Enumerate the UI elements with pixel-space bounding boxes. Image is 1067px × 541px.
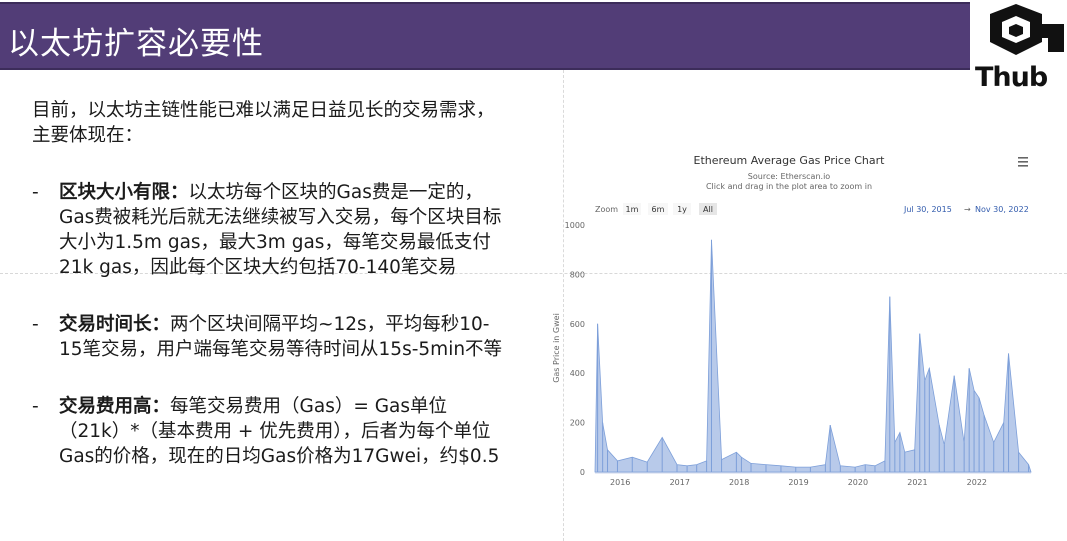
svg-text:1m: 1m bbox=[626, 205, 639, 214]
chart-source: Source: Etherscan.io bbox=[748, 172, 830, 181]
plot-area[interactable] bbox=[594, 239, 1032, 473]
x-tick-label: 2017 bbox=[670, 478, 690, 487]
zoom-button-6m[interactable]: 6m bbox=[648, 203, 668, 215]
chart-title: Ethereum Average Gas Price Chart bbox=[694, 154, 886, 167]
x-tick-label: 2019 bbox=[788, 478, 808, 487]
y-axis-title: Gas Price in Gwei bbox=[552, 313, 561, 383]
date-range-from[interactable]: Jul 30, 2015 bbox=[903, 205, 952, 214]
bullet-heading: 交易费用高： bbox=[59, 396, 171, 417]
hamburger-menu-icon bbox=[1018, 157, 1028, 159]
x-tick-label: 2020 bbox=[848, 478, 868, 487]
date-range-to[interactable]: Nov 30, 2022 bbox=[975, 205, 1029, 214]
x-tick-label: 2018 bbox=[729, 478, 749, 487]
svg-text:1y: 1y bbox=[677, 205, 687, 214]
zoom-buttons: 1m 6m 1y All bbox=[623, 203, 717, 215]
x-tick-label: 2016 bbox=[610, 478, 630, 487]
bullet-block-size: - 区块大小有限：以太坊每个区块的Gas费是一定的，Gas费被耗光后就无法继续被… bbox=[32, 180, 507, 280]
chart-hint: Click and drag in the plot area to zoom … bbox=[706, 182, 872, 191]
x-axis: 2016 2017 2018 2019 2020 2021 2022 bbox=[595, 472, 1031, 487]
svg-text:All: All bbox=[703, 205, 713, 214]
bullet-text: 两个区块间隔平均~12s，平均每秒10-15笔交易，用户端每笔交易等待时间从15… bbox=[59, 314, 503, 360]
bullet-dash: - bbox=[32, 314, 39, 335]
zoom-label: Zoom bbox=[595, 205, 618, 214]
bullet-dash: - bbox=[32, 396, 39, 417]
slide-title: 以太坊扩容必要性 bbox=[8, 26, 264, 62]
gas-price-chart: Ethereum Average Gas Price Chart Source:… bbox=[551, 148, 1041, 488]
zoom-button-1m[interactable]: 1m bbox=[623, 203, 641, 215]
zoom-button-All[interactable]: All bbox=[699, 203, 717, 215]
y-tick-label: 200 bbox=[570, 419, 585, 428]
date-range-arrow: → bbox=[964, 205, 971, 214]
svg-text:6m: 6m bbox=[652, 205, 665, 214]
logo-wordmark: Thub bbox=[975, 62, 1048, 93]
y-tick-label: 600 bbox=[570, 320, 585, 329]
y-tick-label: 1000 bbox=[565, 221, 585, 230]
zoom-button-1y[interactable]: 1y bbox=[673, 203, 691, 215]
bullet-tx-fee: - 交易费用高：每笔交易费用（Gas）= Gas单位（21k）*（基本费用 + … bbox=[32, 394, 507, 469]
y-tick-label: 800 bbox=[570, 270, 585, 279]
bullet-dash: - bbox=[32, 182, 39, 203]
bullet-tx-time: - 交易时间长：两个区块间隔平均~12s，平均每秒10-15笔交易，用户端每笔交… bbox=[32, 312, 507, 362]
slide-guide-line bbox=[0, 273, 1067, 274]
bullet-heading: 交易时间长： bbox=[59, 314, 171, 335]
chart-svg: Ethereum Average Gas Price Chart Source:… bbox=[552, 154, 1032, 487]
bullet-text: 每笔交易费用（Gas）= Gas单位（21k）*（基本费用 + 优先费用），后者… bbox=[59, 396, 500, 467]
slide-body: 目前，以太坊主链性能已难以满足日益见长的交易需求，主要体现在： - 区块大小有限… bbox=[32, 98, 507, 469]
bullet-text: 以太坊每个区块的Gas费是一定的，Gas费被耗光后就无法继续被写入交易，每个区块… bbox=[59, 182, 502, 278]
title-bar: 以太坊扩容必要性 bbox=[0, 2, 970, 70]
series-area bbox=[594, 239, 1032, 473]
y-tick-label: 400 bbox=[570, 369, 585, 378]
x-tick-label: 2021 bbox=[907, 478, 927, 487]
bullet-heading: 区块大小有限： bbox=[59, 182, 189, 203]
thub-logo-icon bbox=[990, 4, 1064, 55]
slide-guide-line-vertical bbox=[563, 70, 564, 541]
y-tick-label: 0 bbox=[580, 468, 585, 477]
intro-paragraph: 目前，以太坊主链性能已难以满足日益见长的交易需求，主要体现在： bbox=[32, 100, 495, 146]
y-axis: 0 200 400 600 800 1000 bbox=[565, 221, 585, 477]
x-tick-label: 2022 bbox=[967, 478, 987, 487]
chart-menu-button[interactable]: hamburger-menu-icon bbox=[1016, 156, 1030, 168]
